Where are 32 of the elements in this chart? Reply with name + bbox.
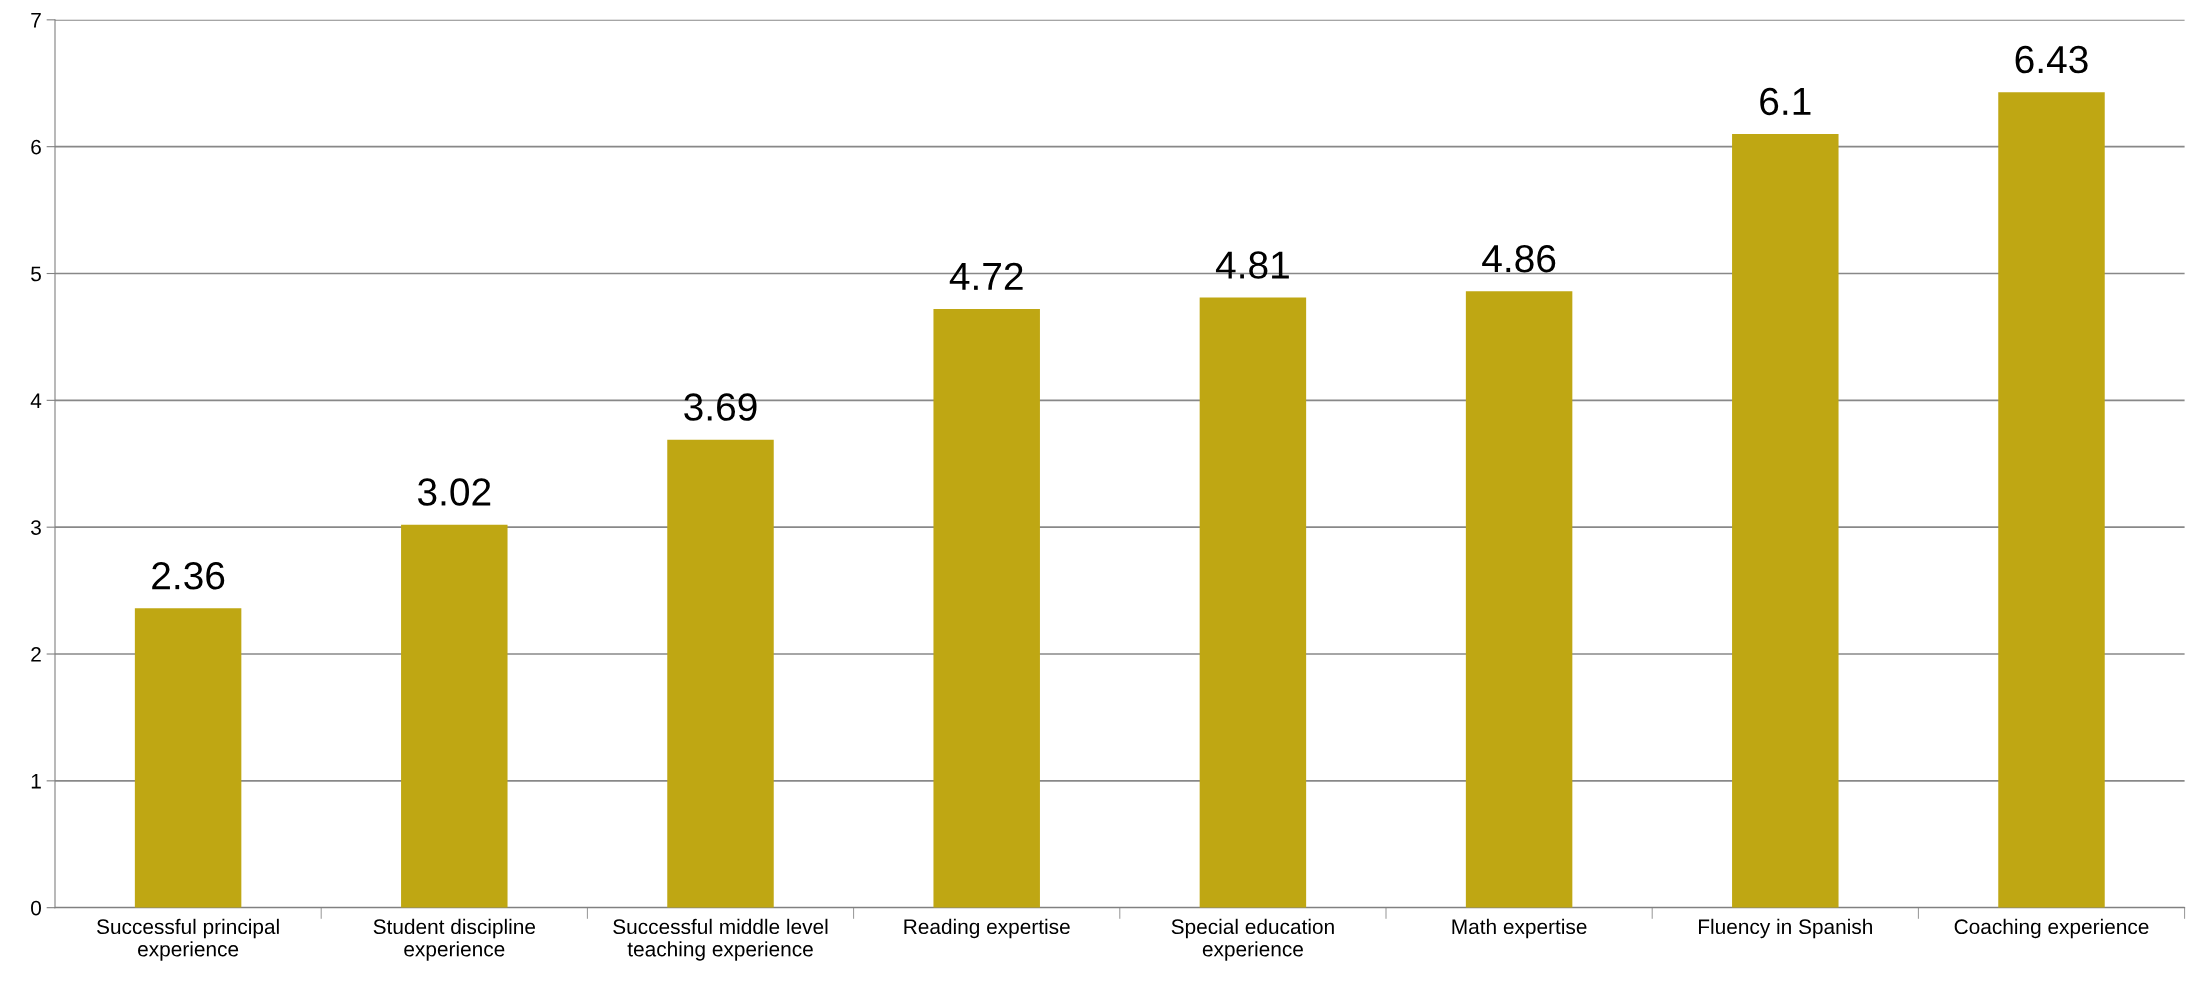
y-tick-label: 5 [31, 266, 41, 282]
y-tick-label: 0 [31, 900, 41, 916]
data-label: 3.02 [417, 478, 491, 506]
bar [933, 309, 1040, 908]
y-tick-label: 2 [31, 647, 41, 662]
x-tick-label: Fluency in Spanish [1699, 918, 1872, 939]
bar [1998, 92, 2105, 908]
x-tick-label: Special education experience [1171, 918, 1334, 961]
x-tick-label: Math expertise [1452, 918, 1587, 939]
y-tick-label: 4 [30, 393, 42, 408]
x-tick-label: Student discipline experience [373, 918, 536, 961]
x-tick-label: Successful principal experience [96, 918, 279, 961]
data-label: 4.86 [1482, 244, 1556, 273]
x-tick-label: Reading expertise [904, 918, 1070, 939]
bar [134, 608, 242, 908]
data-label: 2.36 [152, 562, 225, 590]
x-tick-label: Coaching experience [1954, 918, 2149, 939]
y-tick-label: 1 [31, 774, 41, 789]
bar [1465, 291, 1573, 908]
data-label: 3.69 [684, 393, 757, 421]
bar [667, 439, 774, 908]
bar [1199, 297, 1307, 908]
data-label: 6.1 [1760, 87, 1811, 116]
y-tick-label: 6 [31, 139, 41, 155]
bar [1732, 133, 1839, 908]
data-label: 4.72 [949, 262, 1023, 290]
y-tick-label: 3 [31, 520, 41, 535]
y-tick-label: 7 [31, 13, 41, 28]
data-label: 4.81 [1215, 251, 1289, 279]
x-tick-label: Successful middle level teaching experience [613, 918, 828, 961]
bar [401, 524, 508, 908]
data-label: 6.43 [2015, 45, 2088, 74]
